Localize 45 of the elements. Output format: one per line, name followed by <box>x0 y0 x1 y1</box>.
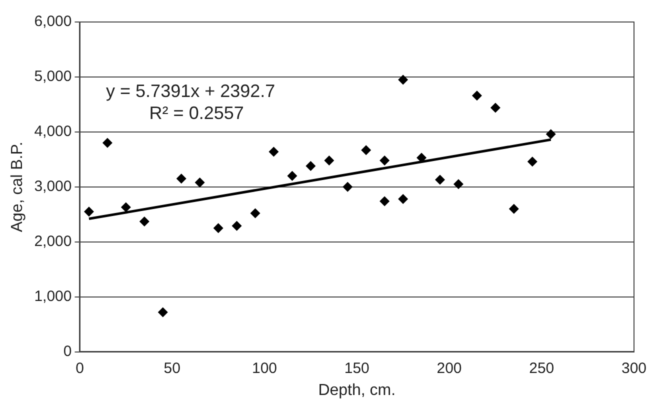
x-tick-label: 300 <box>621 360 647 377</box>
x-axis-title: Depth, cm. <box>318 382 396 399</box>
point <box>453 179 464 190</box>
y-tick-label: 6,000 <box>34 13 72 30</box>
y-tick-label: 0 <box>63 342 72 360</box>
point <box>139 216 150 227</box>
point <box>490 102 500 113</box>
point <box>232 220 242 231</box>
point <box>508 204 519 214</box>
point <box>176 174 186 184</box>
point <box>361 145 372 156</box>
y-tick-label: 2,000 <box>34 233 72 250</box>
point <box>102 138 112 148</box>
point <box>268 146 279 157</box>
point <box>158 307 168 318</box>
y-tick-label: 5,000 <box>34 68 72 86</box>
point <box>342 182 353 192</box>
y-tick-label: 4,000 <box>34 123 72 140</box>
y-axis-title: Age, cal B.P. <box>9 142 26 232</box>
x-tick-label: 250 <box>529 360 554 377</box>
point <box>194 178 205 188</box>
x-tick-label: 100 <box>252 360 278 377</box>
x-tick-label: 150 <box>344 360 370 377</box>
point <box>398 74 408 85</box>
point <box>527 156 538 167</box>
x-tick-label: 0 <box>76 360 84 377</box>
annotation: y = 5.7391x + 2392.7 <box>106 80 276 101</box>
point <box>546 129 556 140</box>
x-tick-label: 200 <box>436 360 462 377</box>
point <box>84 206 94 217</box>
point <box>472 90 482 101</box>
point <box>324 156 334 166</box>
annotation: R² = 0.2557 <box>149 102 244 123</box>
point <box>306 161 316 172</box>
point <box>213 223 224 234</box>
point <box>398 194 408 204</box>
point <box>380 156 390 166</box>
point <box>250 208 260 218</box>
point <box>380 196 390 206</box>
y-tick-label: 1,000 <box>34 288 72 305</box>
point <box>287 170 298 181</box>
point <box>120 202 131 212</box>
y-tick-label: 3,000 <box>34 178 72 196</box>
point <box>435 174 446 185</box>
x-tick-label: 50 <box>164 360 180 377</box>
